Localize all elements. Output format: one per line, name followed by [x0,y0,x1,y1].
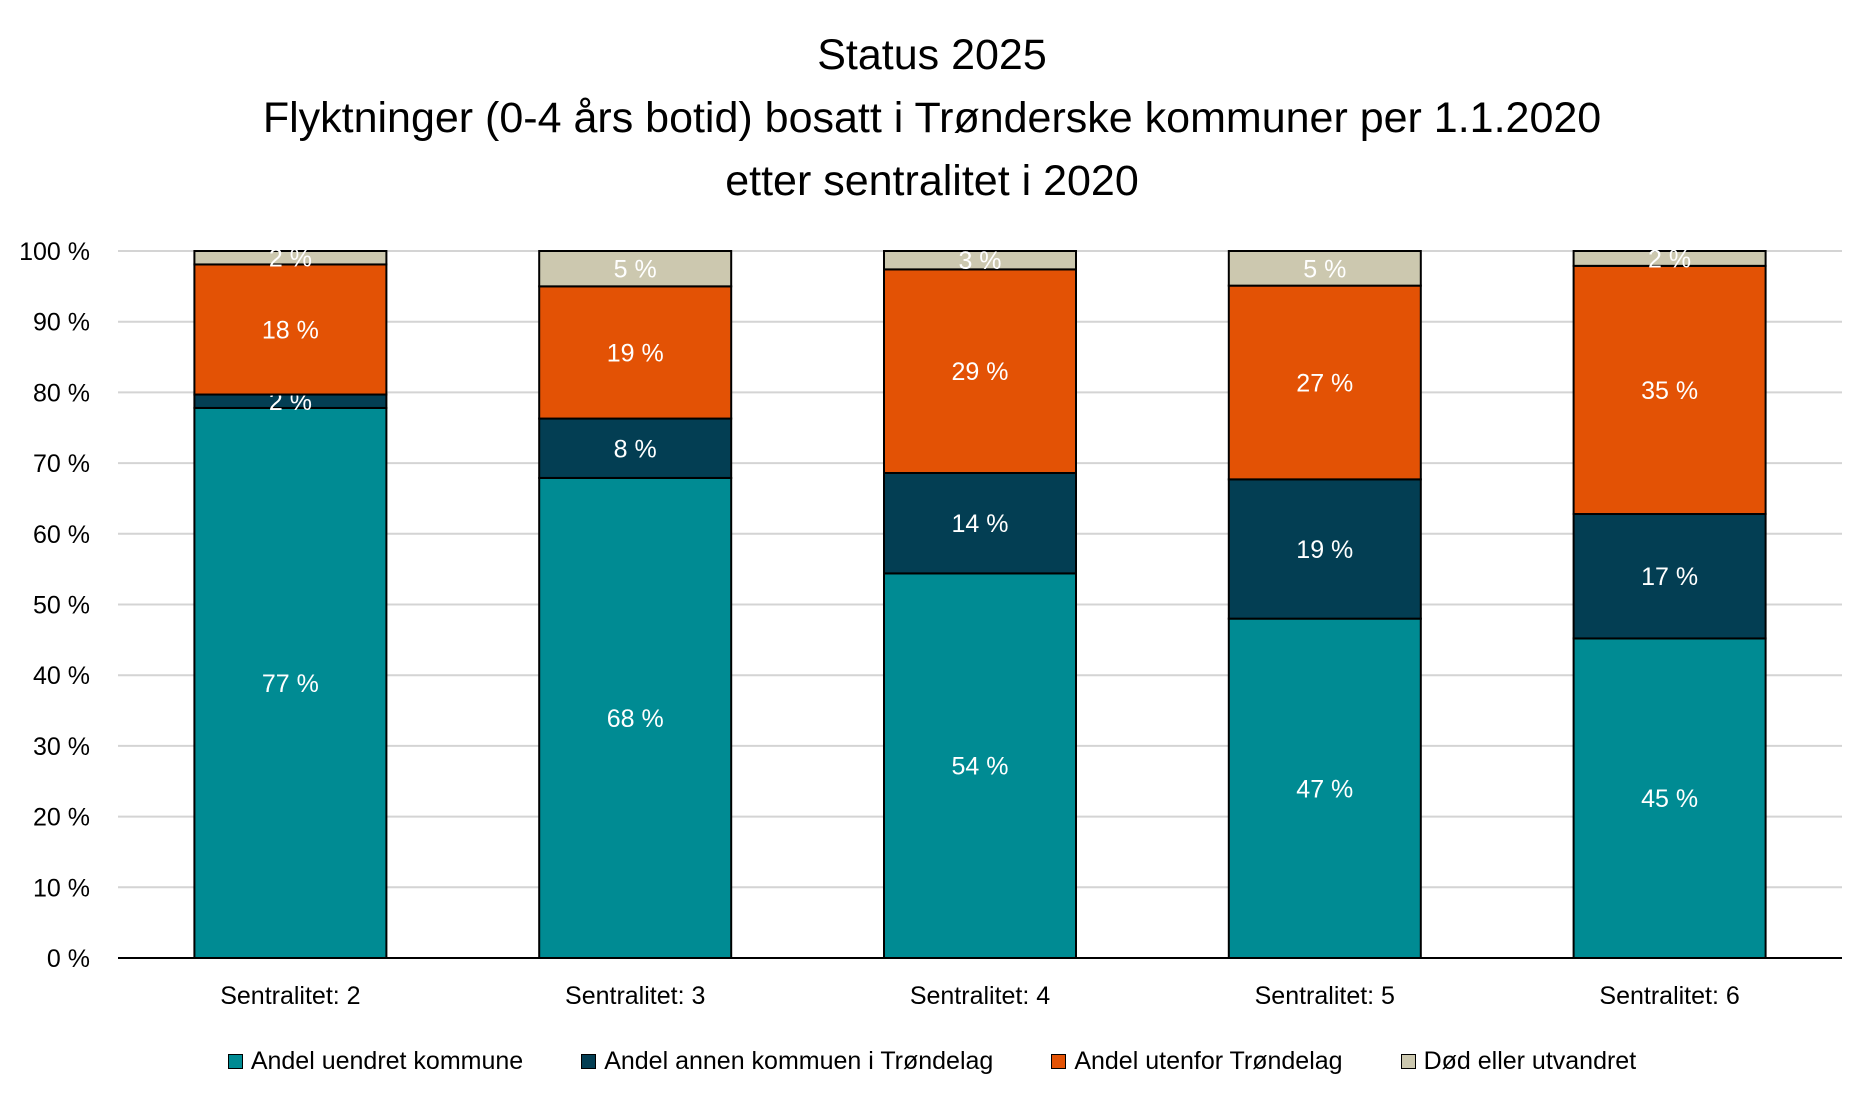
legend-item: Andel annen kommuen i Trøndelag [581,1047,993,1076]
data-label: 14 % [952,510,1009,538]
data-label: 27 % [1296,370,1353,398]
x-tick-label: Sentralitet: 4 [910,982,1050,1010]
bar-segment [1227,250,1422,287]
data-label: 68 % [607,705,664,733]
legend-swatch [581,1053,597,1069]
bar-segment [883,250,1077,271]
data-label: 54 % [952,753,1009,781]
bar-segment [538,476,733,959]
data-label: 18 % [262,316,319,344]
data-label: 19 % [1296,536,1353,564]
legend-item: Død eller utvandret [1400,1046,1637,1076]
y-tick-label: 90 % [33,309,90,337]
legend-item: Andel utenfor Trøndelag [1051,1046,1343,1076]
bar-segment [193,263,388,396]
data-label: 47 % [1296,775,1353,803]
data-label: 45 % [1641,785,1698,813]
bar-segment [193,250,388,266]
data-label: 19 % [607,339,664,367]
title-line-3: etter sentralitet i 2020 [725,157,1139,205]
data-label: 29 % [952,358,1009,386]
bar-segment [883,268,1077,474]
legend-swatch [1400,1053,1416,1069]
x-tick-label: Sentralitet: 5 [1255,982,1395,1010]
bar-segment [1572,264,1767,516]
data-label: 35 % [1641,377,1698,405]
data-label: 3 % [958,247,1001,275]
y-tick-label: 10 % [33,874,90,902]
legend-item: Andel uendret kommune [227,1046,524,1076]
data-label: 8 % [614,435,657,463]
bar-segment [883,572,1077,960]
y-tick-label: 100 % [19,238,90,266]
bar-segment [883,471,1077,575]
y-tick-label: 60 % [33,521,90,549]
bar-segment [1572,250,1767,267]
legend-label: Død eller utvandret [1423,1046,1637,1075]
x-tick-label: Sentralitet: 3 [565,982,705,1010]
y-tick-label: 40 % [33,662,90,690]
y-tick-label: 80 % [33,379,90,407]
legend-label: Andel utenfor Trøndelag [1074,1046,1343,1075]
data-label: 2 % [1648,245,1691,273]
chart-legend: Andel uendret kommune Andel annen kommuen… [0,1044,1864,1078]
legend-swatch [1051,1053,1067,1069]
chart-title: Status 2025 Flyktninger (0-4 års botid) … [0,24,1864,213]
title-line-1: Status 2025 [817,31,1047,79]
data-label: 17 % [1641,563,1698,591]
title-line-2: Flyktninger (0-4 års botid) bosatt i Trø… [262,94,1602,142]
y-tick-label: 0 % [47,945,90,973]
bar-segment [1227,617,1422,959]
y-tick-label: 70 % [33,450,90,478]
bar-segment [1227,284,1422,481]
bar-segment [1572,513,1767,640]
legend-swatch [227,1053,243,1069]
bar-segment [538,285,733,420]
legend-label: Andel uendret kommune [250,1046,524,1075]
data-label: 2 % [269,245,312,273]
bar-segment [1572,637,1767,959]
bar-segment [538,250,733,288]
data-label: 77 % [262,670,319,698]
y-tick-label: 20 % [33,804,90,832]
data-label: 5 % [614,256,657,284]
bar-segment [1227,478,1422,620]
data-label: 5 % [1303,255,1346,283]
x-tick-label: Sentralitet: 2 [220,982,360,1010]
x-tick-label: Sentralitet: 6 [1599,982,1739,1010]
legend-label: Andel annen kommuen i Trøndelag [604,1046,994,1075]
y-tick-label: 30 % [33,733,90,761]
y-tick-label: 50 % [33,592,90,620]
